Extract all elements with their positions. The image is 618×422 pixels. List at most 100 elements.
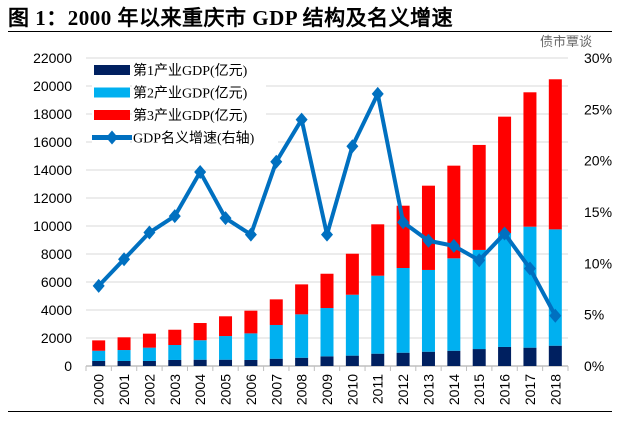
y-tick-label: 12000 — [33, 190, 72, 206]
bar-series1 — [447, 350, 461, 366]
growth-point — [397, 215, 410, 230]
bar-series2 — [523, 226, 537, 348]
growth-point — [498, 226, 511, 241]
y-tick-label: 4000 — [41, 302, 72, 318]
bar-series2 — [498, 233, 512, 347]
x-tick-label: 2016 — [497, 374, 513, 405]
bar-series3 — [142, 333, 156, 348]
y-tick-label: 10000 — [33, 218, 72, 234]
bar-series3 — [117, 337, 131, 351]
y2-tick-label: 20% — [584, 153, 612, 169]
bar-series3 — [269, 299, 283, 325]
legend-text-bg — [132, 82, 266, 103]
x-tick-label: 2008 — [294, 374, 310, 405]
growth-point — [118, 252, 131, 267]
bar-series2 — [168, 345, 182, 360]
y2-tick-label: 5% — [584, 307, 604, 323]
bar-series1 — [472, 349, 486, 366]
growth-point — [473, 253, 486, 268]
bar-series1 — [117, 360, 131, 366]
bar-series2 — [345, 294, 359, 356]
x-tick-label: 2006 — [243, 374, 259, 405]
legend-label: GDP名义增速(右轴) — [133, 131, 255, 147]
legend-marker — [106, 130, 118, 145]
bar-series3 — [295, 284, 309, 315]
bar-series1 — [168, 359, 182, 366]
bar-series1 — [421, 351, 435, 366]
bar-series2 — [193, 340, 207, 360]
legend-text-bg — [132, 60, 266, 80]
bar-series2 — [244, 333, 258, 360]
bar-series1 — [193, 359, 207, 366]
y2-tick-label: 15% — [584, 204, 612, 220]
x-tick-label: 2003 — [167, 374, 183, 405]
x-tick-label: 2012 — [395, 374, 411, 405]
bar-series2 — [421, 269, 435, 352]
x-tick-label: 2010 — [344, 374, 360, 405]
bar-series3 — [193, 323, 207, 341]
bar-series1 — [320, 356, 334, 366]
growth-point — [447, 238, 460, 253]
bar-series1 — [498, 346, 512, 366]
legend-label: 第1产业GDP(亿元) — [133, 62, 248, 79]
x-tick-label: 2017 — [522, 374, 538, 405]
bar-series1 — [548, 345, 562, 366]
x-tick-label: 2004 — [192, 374, 208, 405]
bar-series3 — [447, 165, 461, 259]
x-tick-label: 2005 — [218, 374, 234, 405]
y-tick-label: 6000 — [41, 274, 72, 290]
top-rule — [8, 31, 612, 32]
y-tick-label: 14000 — [33, 162, 72, 178]
growth-point — [194, 164, 207, 179]
bar-series3 — [219, 316, 233, 337]
y2-tick-label: 25% — [584, 101, 612, 117]
x-tick-label: 2002 — [141, 374, 157, 405]
x-tick-label: 2014 — [446, 374, 462, 405]
bar-series2 — [295, 314, 309, 358]
legend-swatch — [94, 65, 130, 75]
legend-text-bg — [132, 105, 266, 125]
bar-series3 — [92, 340, 106, 351]
growth-point — [270, 154, 283, 169]
bar-series3 — [371, 224, 385, 276]
bar-series2 — [472, 249, 486, 350]
growth-point — [92, 278, 105, 293]
bar-series2 — [117, 350, 131, 361]
x-tick-label: 2007 — [268, 374, 284, 405]
growth-point — [295, 112, 308, 127]
bar-series2 — [269, 324, 283, 359]
x-tick-label: 2015 — [471, 374, 487, 405]
y-tick-label: 8000 — [41, 246, 72, 262]
y-tick-label: 16000 — [33, 134, 72, 150]
bar-series3 — [168, 329, 182, 345]
bar-series1 — [92, 360, 106, 366]
watermark: 债市覃谈 — [540, 35, 593, 50]
bar-series1 — [244, 359, 258, 366]
bar-series2 — [219, 336, 233, 360]
growth-point — [143, 225, 156, 240]
y2-tick-label: 10% — [584, 255, 612, 271]
bar-series3 — [548, 79, 562, 230]
bar-series1 — [219, 359, 233, 366]
legend-swatch — [94, 110, 130, 120]
growth-point — [321, 227, 333, 242]
bar-series1 — [295, 357, 309, 366]
bar-series1 — [269, 358, 283, 366]
growth-point — [244, 227, 257, 242]
y-tick-label: 20000 — [33, 78, 72, 94]
y-tick-label: 18000 — [33, 106, 72, 122]
legend-text-bg — [132, 127, 278, 148]
x-tick-label: 2011 — [370, 374, 386, 404]
growth-point — [346, 139, 359, 154]
y-tick-label: 2000 — [41, 330, 72, 346]
legend-swatch — [94, 87, 130, 98]
bar-series1 — [371, 353, 385, 366]
y-tick-label: 0 — [64, 358, 72, 374]
growth-point — [371, 86, 384, 101]
legend-label: 第3产业GDP(亿元) — [133, 107, 248, 124]
x-tick-label: 2001 — [116, 374, 132, 405]
bar-series2 — [371, 275, 385, 354]
y-tick-label: 22000 — [33, 50, 72, 66]
bar-series1 — [396, 352, 410, 366]
